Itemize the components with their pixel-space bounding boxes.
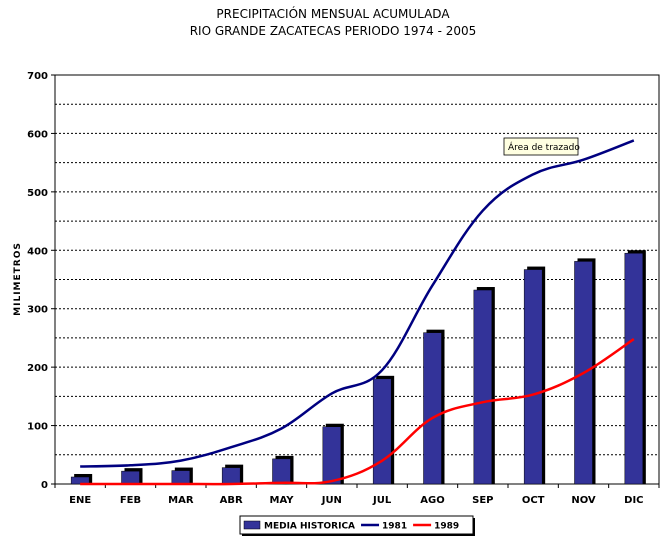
tooltip-box (503, 137, 579, 156)
y-tick-label: 700 (27, 71, 48, 82)
bar (221, 467, 241, 485)
bar (322, 426, 342, 485)
x-tick-label: AGO (420, 495, 444, 506)
x-tick-label: SEP (472, 495, 493, 506)
legend-label: 1989 (434, 522, 459, 532)
bar (473, 289, 493, 485)
x-tick-label: ABR (220, 495, 243, 506)
bar (523, 269, 543, 485)
bar (423, 332, 442, 485)
y-tick-label: 100 (27, 422, 48, 433)
plot-area[interactable]: 0 100 200 300 400 500 600 700 ENE FEB MAR ABR MAY JUN… (27, 71, 660, 536)
x-tick-label: OCT (522, 495, 545, 506)
y-tick-label: 200 (27, 363, 48, 374)
x-tick-label: MAR (168, 495, 194, 506)
x-tick-label: NOV (571, 495, 596, 506)
y-tick-label: 500 (27, 188, 48, 199)
y-tick-label: 600 (27, 129, 48, 140)
chart-title: PRECIPITACIÓN MENSUAL ACUMULADA (216, 6, 450, 21)
legend (239, 515, 474, 535)
x-tick-label: MAY (270, 495, 295, 506)
legend-label: 1981 (382, 522, 407, 532)
x-tick-label: FEB (120, 495, 141, 506)
series-line-1989 (80, 338, 635, 486)
y-axis-label: MILIMETROS (13, 242, 23, 316)
y-tick-label: 300 (27, 305, 48, 316)
bar (372, 378, 392, 485)
bar (624, 252, 644, 485)
x-tick-label: JUL (372, 495, 392, 506)
series-line-1981 (80, 139, 635, 468)
bar (171, 470, 191, 485)
tooltip-text: Área de trazado (508, 141, 580, 153)
chart-subtitle: RIO GRANDE ZACATECAS PERIODO 1974 - 2005 (190, 24, 477, 38)
y-tick-label: 0 (41, 480, 48, 491)
x-tick-label: JUN (321, 495, 342, 506)
legend-swatch (243, 520, 261, 530)
legend-label: MEDIA HISTORICA (264, 522, 355, 532)
x-tick-label: ENE (69, 495, 91, 506)
bar (121, 470, 140, 485)
y-tick-label: 400 (27, 246, 48, 257)
bar (272, 458, 291, 485)
x-tick-label: DIC (624, 495, 643, 506)
